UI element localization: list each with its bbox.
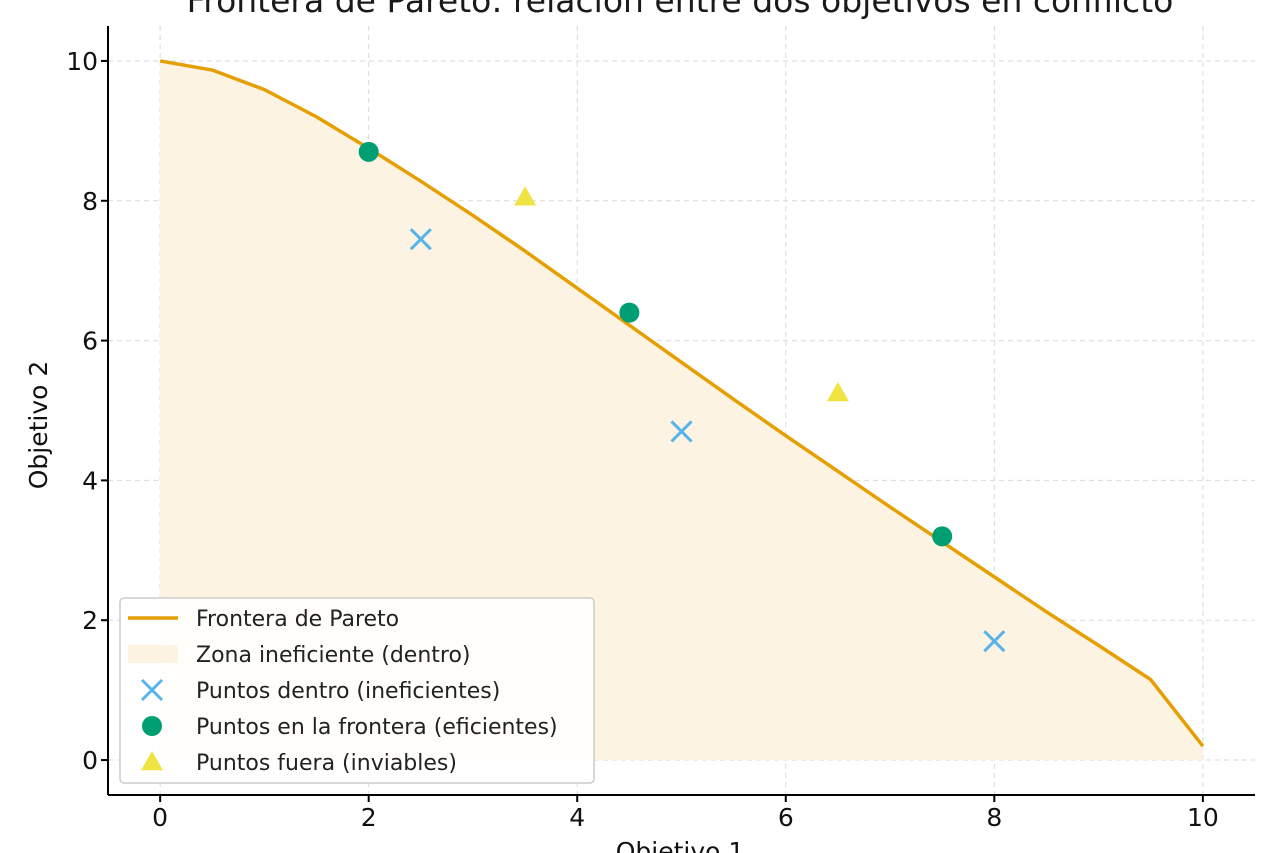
legend-label-4: Puntos fuera (inviables)	[196, 751, 457, 776]
chart-title: Frontera de Pareto: relación entre dos o…	[187, 0, 1174, 20]
x-tick-label-1: 2	[361, 803, 377, 832]
legend-label-0: Frontera de Pareto	[196, 607, 399, 632]
point-triangle-0	[514, 186, 537, 206]
frontier-line	[159, 59, 1205, 748]
legend-label-2: Puntos dentro (ineficientes)	[196, 679, 500, 704]
y-axis-label: Objetivo 2	[24, 361, 53, 490]
legend-box	[119, 597, 595, 784]
y-tick-label-0: 0	[82, 746, 98, 775]
y-tick-label-4: 8	[82, 187, 98, 216]
scatter-points	[358, 141, 1006, 653]
axes	[107, 26, 1255, 796]
x-tick-label-4: 8	[986, 803, 1002, 832]
point-circle-1	[619, 302, 640, 323]
point-x-1-stroke-b	[670, 420, 693, 443]
point-circle-0	[358, 141, 379, 162]
legend-swatch-x	[140, 678, 164, 702]
y-tick-label-1: 2	[82, 606, 98, 635]
point-triangle-1	[826, 382, 849, 402]
point-x-2	[983, 630, 1006, 653]
legend-swatch-triangle	[141, 751, 163, 771]
legend-label-1: Zona ineficiente (dentro)	[196, 643, 471, 668]
point-x-2-stroke-b	[983, 630, 1006, 653]
inefficient-zone	[160, 60, 1203, 761]
legend: Frontera de Pareto Zona ineficiente (dent…	[119, 597, 595, 784]
point-x-1	[670, 420, 693, 443]
y-tick-label-2: 4	[82, 466, 98, 495]
x-tick-label-5: 10	[1187, 803, 1219, 832]
x-axis-label: Objetivo 1	[616, 837, 745, 853]
x-tick-label-2: 4	[569, 803, 585, 832]
frontier-line-group	[159, 59, 1205, 748]
legend-swatch-zone	[128, 645, 178, 663]
legend-swatch-circle	[142, 716, 162, 736]
x-tick-label-3: 6	[778, 803, 794, 832]
y-tick-label-5: 10	[66, 47, 98, 76]
ticks: 0 2 4 6 8 10 0 2 4 6 8 10	[66, 47, 1219, 832]
legend-label-3: Puntos en la frontera (eficientes)	[196, 715, 558, 740]
point-x-0	[409, 228, 432, 251]
point-circle-2	[932, 526, 953, 547]
fill-region	[160, 60, 1203, 761]
y-tick-label-3: 6	[82, 327, 98, 356]
x-tick-label-0: 0	[152, 803, 168, 832]
point-x-0-stroke-b	[409, 228, 432, 251]
legend-swatch-x-stroke-b	[140, 678, 164, 702]
